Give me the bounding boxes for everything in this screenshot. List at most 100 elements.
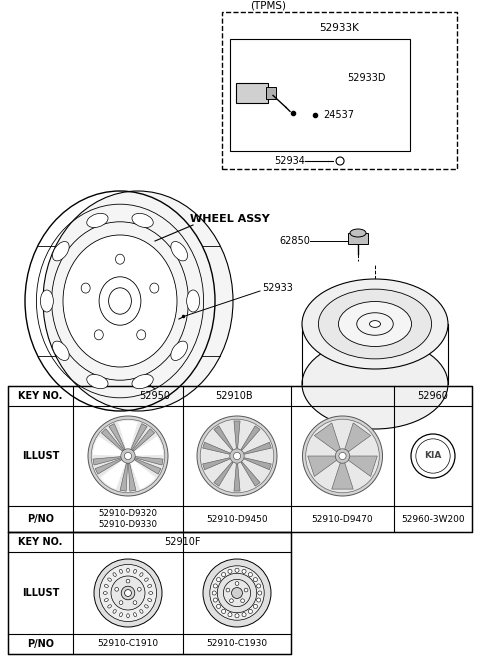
Circle shape [306,419,379,493]
Polygon shape [118,420,138,456]
Circle shape [111,576,145,610]
Bar [222,12,457,169]
Ellipse shape [40,290,53,312]
Polygon shape [203,458,229,470]
Circle shape [213,584,217,588]
Ellipse shape [140,609,143,613]
Circle shape [217,573,257,613]
Ellipse shape [302,339,448,429]
Circle shape [99,564,156,622]
Polygon shape [120,463,128,491]
Circle shape [133,601,137,604]
Text: 62850: 62850 [279,236,310,246]
Polygon shape [109,424,125,450]
Circle shape [241,599,244,603]
Circle shape [200,419,274,493]
Circle shape [115,588,119,591]
Bar [236,83,268,104]
Polygon shape [234,464,240,491]
Circle shape [121,586,135,600]
Circle shape [222,573,226,577]
Ellipse shape [52,341,69,360]
Polygon shape [128,463,136,491]
Ellipse shape [150,283,159,293]
Bar [230,39,410,151]
Circle shape [228,613,232,617]
Text: KIA: KIA [424,451,442,461]
Ellipse shape [127,568,130,572]
Circle shape [411,434,455,478]
Text: ILLUST: ILLUST [22,588,59,598]
Text: 52910-D9470: 52910-D9470 [312,514,373,523]
Circle shape [216,577,221,582]
Circle shape [121,449,135,463]
Text: P/NO: P/NO [27,639,54,649]
Polygon shape [244,442,271,454]
Polygon shape [131,424,147,450]
Ellipse shape [148,584,152,587]
Polygon shape [314,423,340,452]
Polygon shape [214,462,233,486]
Ellipse shape [133,569,136,573]
Text: 52934: 52934 [274,156,305,166]
Polygon shape [128,456,156,489]
Ellipse shape [171,241,188,261]
Circle shape [302,416,383,496]
Polygon shape [308,456,336,476]
Ellipse shape [52,241,69,261]
Circle shape [124,453,132,460]
Circle shape [216,604,221,608]
Circle shape [126,579,130,583]
Text: 52910-C1910: 52910-C1910 [97,640,158,649]
Ellipse shape [149,592,153,594]
Text: 52933: 52933 [262,283,293,293]
Polygon shape [332,463,353,489]
Circle shape [235,582,239,585]
Circle shape [253,577,257,582]
Text: 52910-C1930: 52910-C1930 [206,640,267,649]
Circle shape [336,449,350,463]
Circle shape [257,598,261,602]
Text: 52910B: 52910B [215,391,252,401]
Text: 52910F: 52910F [164,537,200,547]
Ellipse shape [94,330,103,340]
Text: 52960-3W200: 52960-3W200 [401,514,465,523]
Ellipse shape [144,578,148,581]
Circle shape [228,569,232,573]
Bar [348,233,368,244]
Circle shape [231,588,242,598]
Circle shape [253,604,257,608]
Circle shape [248,573,252,577]
Ellipse shape [99,277,141,325]
Ellipse shape [120,569,122,573]
Ellipse shape [108,288,132,314]
Circle shape [258,591,262,595]
Polygon shape [128,436,163,456]
Text: 52910-D9320
52910-D9330: 52910-D9320 52910-D9330 [98,509,157,529]
Circle shape [223,579,251,607]
Circle shape [229,599,233,603]
Circle shape [248,609,252,613]
Ellipse shape [137,330,146,340]
Ellipse shape [370,321,381,327]
Ellipse shape [132,375,153,388]
Circle shape [210,565,264,620]
Text: KEY NO.: KEY NO. [18,537,63,547]
Ellipse shape [148,599,152,602]
Text: ILLUST: ILLUST [22,451,59,461]
Ellipse shape [133,613,136,617]
Circle shape [213,598,217,602]
Ellipse shape [113,609,116,613]
Circle shape [230,449,244,463]
Text: 52960: 52960 [418,391,448,401]
Circle shape [222,609,226,613]
Circle shape [233,453,240,460]
Circle shape [235,614,239,618]
Text: KEY NO.: KEY NO. [18,391,63,401]
Ellipse shape [132,213,153,228]
Ellipse shape [43,191,233,411]
Ellipse shape [113,573,116,577]
Polygon shape [132,428,155,451]
Circle shape [339,453,346,460]
Circle shape [416,439,450,473]
